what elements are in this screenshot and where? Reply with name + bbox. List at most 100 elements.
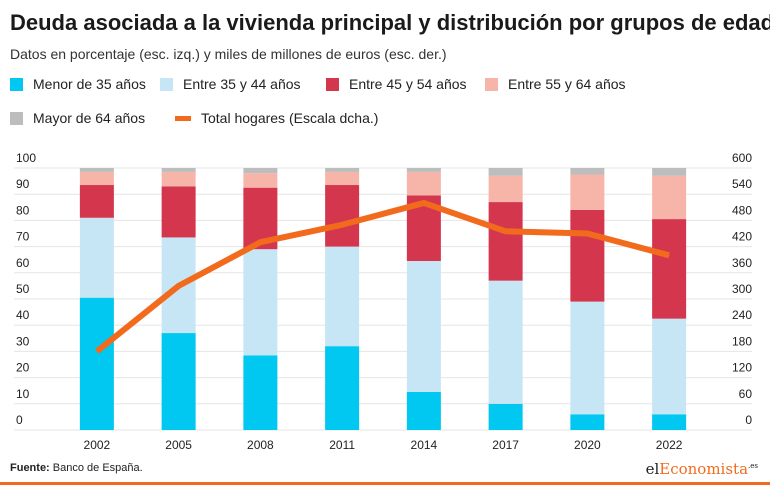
- bar-segment: [570, 414, 605, 430]
- bar-segment: [325, 346, 360, 430]
- bar-segment: [488, 403, 523, 430]
- bar-segment: [243, 173, 278, 188]
- bar-segment: [488, 175, 523, 203]
- bar-segment: [652, 175, 687, 220]
- bar-segment: [488, 202, 523, 281]
- x-tick-label: 2008: [247, 438, 274, 452]
- y-left-tick-label: 50: [16, 282, 30, 296]
- chart-subtitle: Datos en porcentaje (esc. izq.) y miles …: [10, 46, 447, 62]
- bar-segment: [79, 217, 114, 298]
- legend-item-mayor-64: Mayor de 64 años: [10, 110, 145, 126]
- bar-segment: [325, 185, 360, 247]
- total-hogares-point: [178, 285, 180, 287]
- publisher-logo: elEconomista.es: [646, 460, 758, 478]
- y-left-tick-label: 30: [16, 334, 30, 348]
- source-label: Fuente:: [10, 462, 50, 474]
- bar-segment: [161, 333, 196, 430]
- bar-segment: [243, 168, 278, 174]
- bar-segment: [652, 414, 687, 430]
- x-tick-label: 2022: [656, 438, 683, 452]
- total-hogares-point: [423, 202, 425, 204]
- y-left-tick-label: 20: [16, 361, 30, 375]
- bar-segment: [325, 246, 360, 347]
- bar-segment: [488, 280, 523, 404]
- bar-segment: [570, 174, 605, 210]
- bar-segment: [161, 186, 196, 238]
- y-right-tick-label: 540: [732, 177, 752, 191]
- y-left-tick-label: 100: [16, 151, 36, 165]
- y-left-tick-label: 10: [16, 387, 30, 401]
- x-tick-label: 2017: [492, 438, 519, 452]
- logo-suffix: .es: [748, 462, 758, 470]
- legend-label: Entre 35 y 44 años: [183, 76, 301, 92]
- y-right-tick-label: 300: [732, 282, 752, 296]
- bar-segment: [488, 168, 523, 176]
- bar-segment: [325, 171, 360, 186]
- y-right-tick-label: 60: [739, 387, 753, 401]
- legend-label: Entre 45 y 54 años: [349, 76, 467, 92]
- legend-swatch-mayor-64: [10, 112, 23, 125]
- y-right-tick-label: 600: [732, 151, 752, 165]
- bar-segment: [406, 392, 441, 430]
- bar-segment: [570, 301, 605, 415]
- bar-segment: [325, 168, 360, 172]
- total-hogares-line: [94, 199, 670, 354]
- bar-segment: [652, 318, 687, 415]
- y-left-tick-label: 60: [16, 256, 30, 270]
- legend-item-menor-35: Menor de 35 años: [10, 76, 146, 92]
- total-hogares-point: [96, 350, 98, 352]
- y-left-tick-label: 80: [16, 203, 30, 217]
- total-hogares-point: [668, 254, 670, 256]
- bar-segment: [570, 168, 605, 175]
- legend-swatch-45-54: [326, 78, 339, 91]
- y-right-tick-label: 420: [732, 230, 752, 244]
- bar-segment: [406, 168, 441, 172]
- bar-segment: [161, 171, 196, 187]
- legend-item-total-hogares: Total hogares (Escala dcha.): [175, 110, 378, 126]
- x-tick-label: 2011: [329, 438, 355, 452]
- total-hogares-point: [586, 233, 588, 234]
- legend-swatch-menor-35: [10, 78, 23, 91]
- logo-accent: Economista: [659, 460, 749, 478]
- bar-segment: [243, 355, 278, 430]
- legend-item-55-64: Entre 55 y 64 años: [485, 76, 626, 92]
- bar-segment: [79, 171, 114, 186]
- bar-segment: [406, 171, 441, 196]
- y-right-tick-label: 240: [732, 308, 752, 322]
- y-right-tick-label: 180: [732, 334, 752, 348]
- legend-label: Entre 55 y 64 años: [508, 76, 626, 92]
- y-right-tick-label: 0: [745, 413, 752, 427]
- legend-item-45-54: Entre 45 y 54 años: [326, 76, 467, 92]
- legend-swatch-35-44: [160, 78, 173, 91]
- bar-segment: [79, 185, 114, 218]
- total-hogares-point: [341, 224, 343, 226]
- bar-segment: [161, 168, 196, 172]
- total-hogares-point: [259, 241, 261, 243]
- bar-segment: [406, 261, 441, 393]
- legend-swatch-55-64: [485, 78, 498, 91]
- x-tick-label: 2014: [411, 438, 438, 452]
- bar-segment: [652, 168, 687, 176]
- y-left-tick-label: 90: [16, 177, 30, 191]
- legend-label: Mayor de 64 años: [33, 110, 146, 126]
- bar-segment: [79, 297, 114, 430]
- footer-rule: [0, 482, 770, 485]
- chart-title: Deuda asociada a la vivienda principal y…: [10, 10, 770, 35]
- bar-segment: [652, 219, 687, 319]
- total-hogares-point: [505, 230, 507, 232]
- legend-label: Menor de 35 años: [33, 76, 146, 92]
- y-left-tick-label: 40: [16, 308, 30, 322]
- source-note: Fuente: Banco de España.: [10, 462, 143, 474]
- legend-label: Total hogares (Escala dcha.): [201, 110, 379, 126]
- y-left-tick-label: 0: [16, 413, 23, 427]
- logo-prefix: el: [645, 460, 660, 478]
- legend-swatch-total-hogares: [175, 116, 191, 121]
- source-text: Banco de España.: [52, 462, 143, 474]
- x-tick-label: 2020: [574, 438, 601, 452]
- y-right-tick-label: 360: [732, 256, 752, 270]
- y-right-tick-label: 120: [732, 361, 752, 375]
- bar-segment: [243, 249, 278, 356]
- legend-item-35-44: Entre 35 y 44 años: [160, 76, 301, 92]
- bar-segment: [79, 168, 114, 172]
- y-right-tick-label: 480: [732, 203, 752, 217]
